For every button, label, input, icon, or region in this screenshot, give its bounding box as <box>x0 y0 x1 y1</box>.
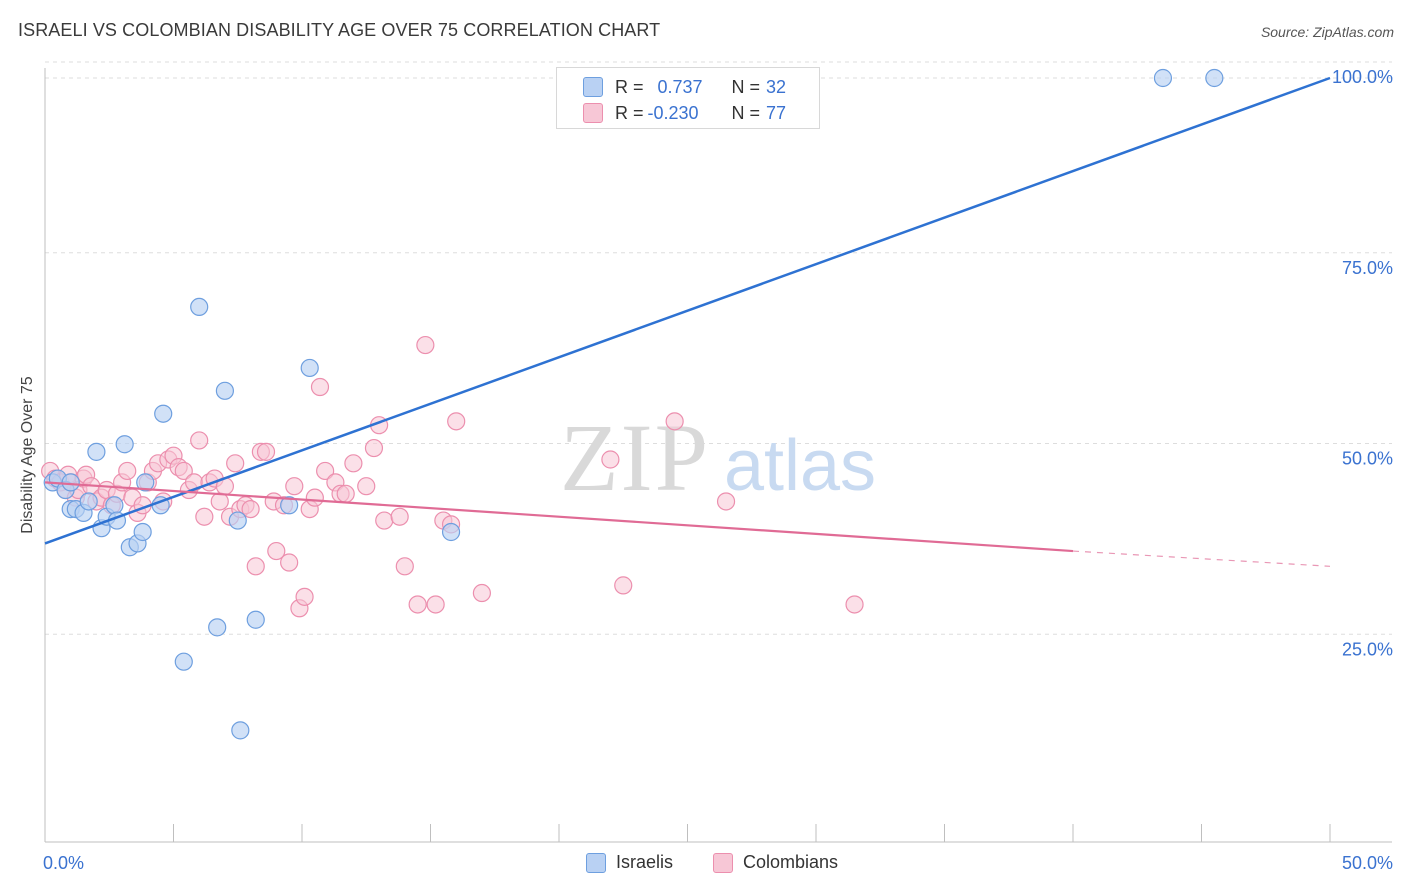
israelis-point <box>154 404 173 423</box>
israelis-point <box>79 492 98 511</box>
stats-r-value: 0.737 <box>657 76 703 97</box>
axes <box>44 68 1392 843</box>
stats-r-label: R = <box>615 102 644 123</box>
israelis-point <box>1153 68 1173 88</box>
watermark: ZIP atlas <box>560 404 876 511</box>
y-tick-label: 100.0% <box>1332 67 1393 87</box>
legend-swatch-colombians <box>713 852 733 873</box>
x-tick-label: 50.0% <box>1342 853 1393 873</box>
source-label: Source: ZipAtlas.com <box>1260 24 1394 40</box>
legend-item-colombians[interactable]: Colombians <box>713 852 838 873</box>
stats-n-label: N = <box>731 102 761 123</box>
legend-label-israelis: Israelis <box>616 852 674 872</box>
colombians-point <box>665 412 684 431</box>
israelis-point <box>61 473 80 492</box>
colombians-point <box>310 377 330 397</box>
x-tick-label: 0.0% <box>43 853 84 873</box>
stats-n-label: N = <box>731 76 761 97</box>
israelis-points <box>43 68 1224 740</box>
israelis-point <box>208 618 227 637</box>
colombians-point <box>716 492 736 511</box>
israelis-swatch <box>583 77 603 97</box>
colombians-point <box>357 477 376 496</box>
colombians-point <box>408 595 427 614</box>
legend-label-colombians: Colombians <box>743 852 839 872</box>
stats-legend: R = 0.737 N = 32 R = -0.230 N = 77 <box>556 67 820 129</box>
colombians-point <box>447 412 466 431</box>
colombians-point <box>395 557 414 576</box>
colombians-point <box>336 484 355 503</box>
israelis-point <box>215 381 234 400</box>
grid-lines <box>45 61 1392 635</box>
colombians-point <box>267 541 286 561</box>
legend-item-israelis[interactable]: Israelis <box>586 852 673 873</box>
israelis-point <box>115 435 134 454</box>
chart-title: ISRAELI VS COLOMBIAN DISABILITY AGE OVER… <box>18 20 661 40</box>
colombians-point <box>190 431 209 450</box>
colombians-point <box>601 450 620 469</box>
colombians-point <box>316 461 335 481</box>
israelis-point <box>87 442 106 461</box>
israelis-trend-line <box>44 76 1331 545</box>
israelis-point <box>190 297 209 316</box>
israelis-point <box>280 496 299 515</box>
israelis-point <box>133 522 152 542</box>
colombians-point <box>226 454 245 473</box>
trend-lines <box>44 76 1331 567</box>
israelis-point <box>1205 68 1224 88</box>
colombians-point <box>614 576 633 595</box>
israelis-point <box>300 358 319 378</box>
watermark-atlas: atlas <box>724 426 876 506</box>
colombians-point <box>118 461 137 481</box>
legend-swatch-israelis <box>586 852 606 873</box>
colombians-point <box>472 583 491 603</box>
israelis-point <box>136 473 155 492</box>
colombians-trend-extension <box>1072 550 1331 567</box>
colombians-point <box>174 461 193 481</box>
stats-r-label: R = <box>615 76 644 97</box>
colombians-point <box>256 442 276 461</box>
watermark-zip: ZIP <box>560 404 710 511</box>
colombians-point <box>295 587 314 606</box>
stats-r-value: -0.230 <box>647 102 699 123</box>
colombians-point <box>416 335 435 355</box>
israelis-point <box>228 511 247 530</box>
israelis-point <box>246 610 265 629</box>
colombians-point <box>280 553 299 572</box>
y-tick-label: 50.0% <box>1342 449 1393 469</box>
colombians-point <box>426 595 445 614</box>
israelis-point <box>231 721 250 740</box>
colombians-point <box>285 477 304 496</box>
colombians-point <box>364 438 384 458</box>
stats-row-colombians: R = -0.230 N = 77 <box>583 100 786 126</box>
y-tick-label: 25.0% <box>1342 639 1393 659</box>
stats-n-value: 77 <box>766 102 787 123</box>
colombians-point <box>390 507 409 526</box>
israelis-point <box>174 652 193 671</box>
bottom-legend: Israelis Colombians <box>0 852 1406 878</box>
colombians-swatch <box>583 103 603 123</box>
israelis-point <box>105 496 124 515</box>
colombians-point <box>195 507 214 526</box>
colombians-point <box>246 557 265 576</box>
colombians-point <box>344 454 363 473</box>
tick-labels: 25.0% 50.0% 75.0% 100.0% 0.0% 50.0% <box>43 67 1393 873</box>
colombians-point <box>845 595 864 614</box>
stats-n-value: 32 <box>766 76 787 97</box>
colombians-point <box>305 488 324 507</box>
colombians-point <box>375 511 394 530</box>
colombians-trend-line <box>44 481 1074 553</box>
colombians-point <box>241 499 260 519</box>
israelis-point <box>441 522 461 542</box>
stats-row-israelis: R = 0.737 N = 32 <box>583 74 786 100</box>
y-tick-label: 75.0% <box>1342 258 1393 278</box>
